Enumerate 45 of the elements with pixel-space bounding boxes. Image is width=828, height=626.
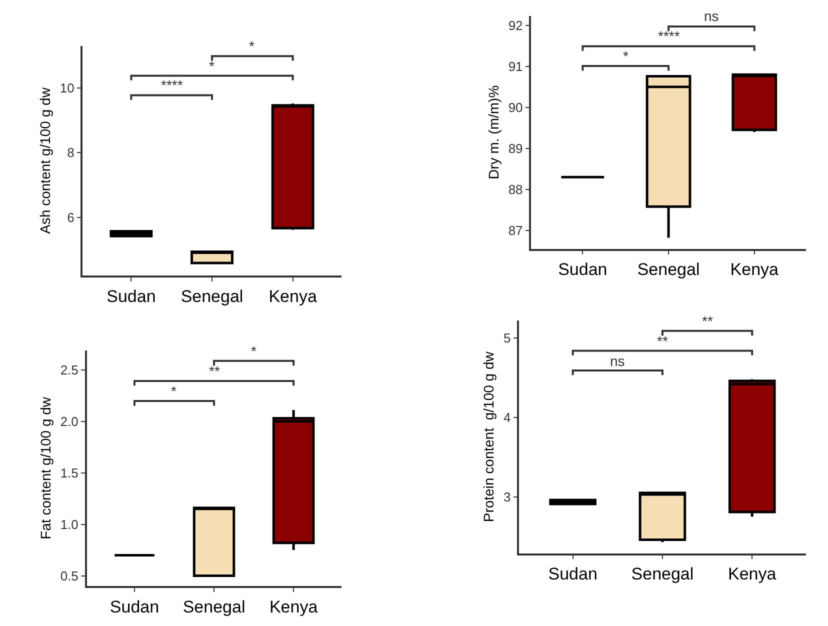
annotation: * (249, 38, 255, 54)
x-tick-label: Kenya (269, 597, 318, 616)
annotation: * (623, 48, 629, 64)
annotation: ns (610, 353, 625, 369)
annotation: **** (658, 28, 680, 44)
y-tick-label: 1.0 (60, 516, 78, 532)
y-axis-title: Ash content g/100 g dw (37, 86, 53, 234)
x-tick-label: Sudan (558, 260, 608, 279)
y-tick-label: 0.5 (60, 568, 78, 584)
x-tick-label: Senegal (631, 564, 694, 584)
y-tick-label: 4 (503, 410, 511, 425)
x-tick-label: Senegal (182, 597, 246, 616)
y-tick-label: 88 (508, 182, 523, 197)
annotation: ** (702, 313, 714, 329)
y-tick-label: 87 (508, 222, 523, 238)
annotation: ** (209, 363, 220, 379)
x-tick-label: Kenya (268, 286, 318, 306)
y-axis-title: Fat content g/100 g dw (37, 396, 54, 540)
x-tick-label: Kenya (728, 564, 777, 584)
x-tick-label: Senegal (637, 260, 700, 279)
y-tick-label: 2.0 (60, 414, 78, 429)
y-tick-label: 3 (503, 489, 511, 504)
y-tick-label: 8 (67, 145, 74, 160)
y-tick-label: 5 (503, 330, 511, 346)
x-tick-label: Senegal (180, 286, 244, 306)
y-tick-label: 90 (508, 100, 523, 115)
y-axis-title: Dry m. (m/m)% (485, 85, 502, 180)
y-tick-label: 6 (67, 210, 74, 225)
annotation: * (209, 58, 215, 74)
annotation: ns (704, 8, 719, 24)
x-tick-label: Sudan (548, 564, 598, 584)
x-tick-label: Sudan (110, 597, 160, 616)
y-tick-label: 1.5 (60, 465, 78, 480)
annotation: * (251, 343, 257, 359)
x-tick-label: Kenya (730, 260, 780, 279)
y-tick-label: 89 (508, 140, 523, 156)
annotation: ** (657, 333, 668, 349)
y-axis-title: Protein content g/100 g dw (480, 350, 497, 522)
y-tick-label: 2.5 (60, 362, 78, 378)
y-tick-label: 92 (508, 18, 523, 33)
y-tick-label: 10 (60, 80, 74, 96)
annotation: **** (161, 77, 184, 93)
x-tick-label: Sudan (106, 286, 156, 306)
y-tick-label: 91 (508, 58, 523, 74)
annotation: * (171, 383, 177, 399)
